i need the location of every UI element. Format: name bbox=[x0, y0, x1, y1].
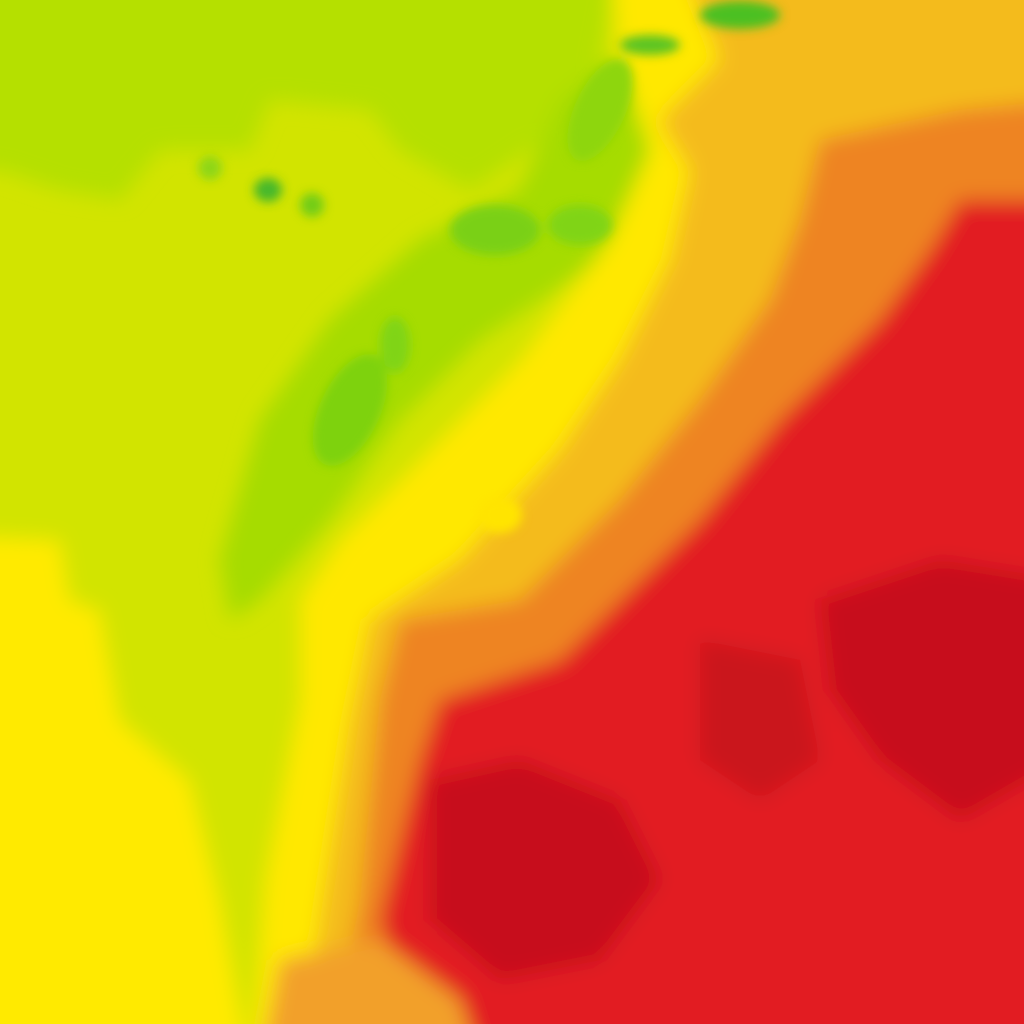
zone-orange-south-edge bbox=[267, 940, 468, 1024]
zone-dark-red-east bbox=[820, 560, 1024, 820]
zone-dark-red-south bbox=[430, 760, 660, 980]
zone-yellow-southwest bbox=[0, 537, 243, 1024]
patch bbox=[380, 317, 410, 373]
patch bbox=[300, 193, 324, 217]
patch bbox=[620, 35, 680, 55]
patch bbox=[700, 1, 780, 29]
zone-dark-red-center bbox=[700, 640, 820, 800]
zone-cool-top bbox=[0, 0, 612, 200]
green-patches bbox=[198, 1, 780, 533]
patch bbox=[478, 497, 522, 533]
patch bbox=[548, 205, 612, 245]
zone-green-band bbox=[220, 40, 660, 620]
patch bbox=[312, 354, 388, 466]
patch bbox=[254, 178, 282, 202]
patch bbox=[567, 59, 633, 161]
patch bbox=[450, 205, 540, 255]
patch bbox=[198, 156, 222, 180]
